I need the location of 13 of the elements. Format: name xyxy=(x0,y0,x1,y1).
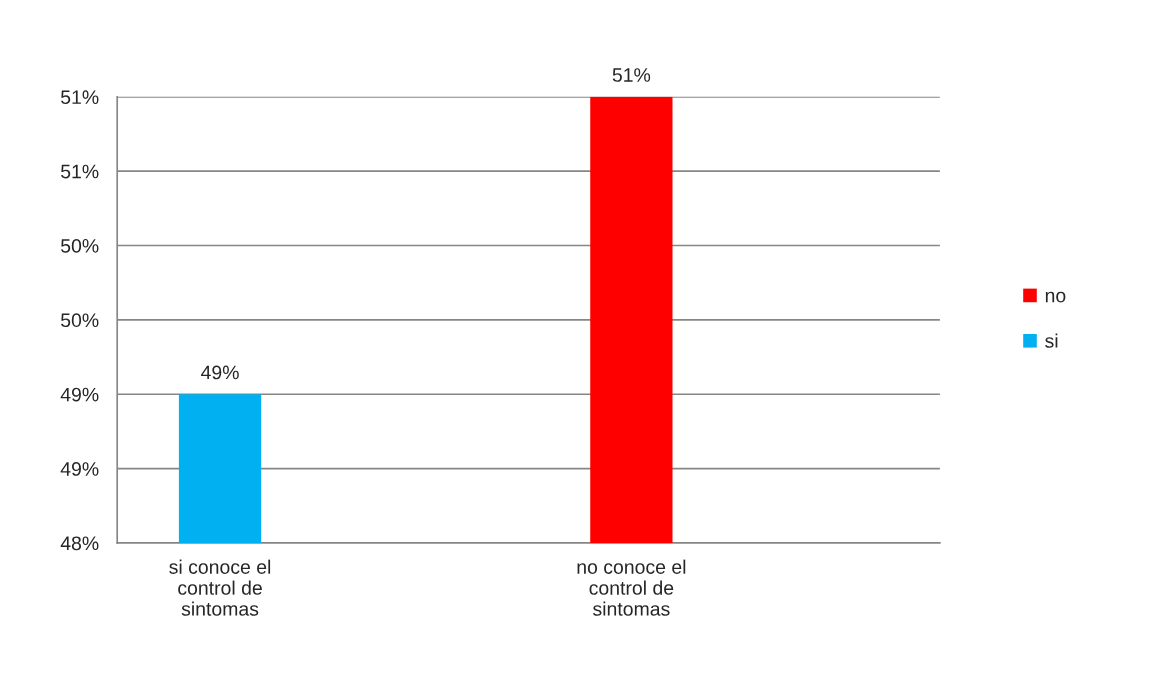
y-tick-label: 51% xyxy=(61,90,99,105)
x-tick-label: no conoce el control de sintomas xyxy=(577,559,686,616)
legend-label: si xyxy=(1045,333,1058,348)
y-tick-label: 49% xyxy=(60,387,99,402)
x-tick-label: si conoce el control de sintomas xyxy=(169,559,271,616)
data-label: 49% xyxy=(201,365,239,380)
y-tick-label: 50% xyxy=(61,238,99,253)
y-tick-label: 48% xyxy=(60,536,99,551)
legend-label: no xyxy=(1045,291,1066,303)
y-tick-label: 50% xyxy=(61,313,99,328)
y-tick-label: 51% xyxy=(61,164,99,179)
y-tick-label: 49% xyxy=(60,462,99,476)
data-label: 51% xyxy=(612,68,651,82)
